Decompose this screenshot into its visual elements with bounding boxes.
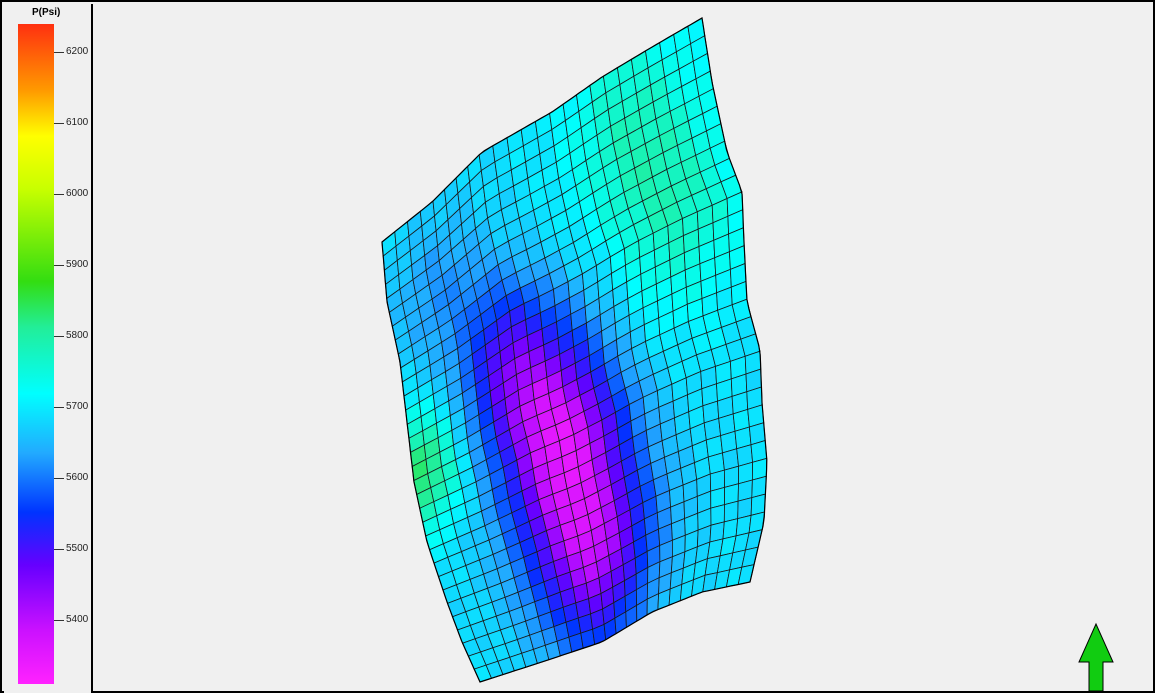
legend-tick xyxy=(54,123,64,125)
legend-title: P(Psi) xyxy=(32,7,61,18)
legend-tick xyxy=(54,549,64,551)
legend-tick-label: 5600 xyxy=(66,472,89,484)
legend-tick xyxy=(54,478,64,480)
grid-outline xyxy=(381,17,768,683)
legend-tick xyxy=(54,407,64,409)
north-arrow-shape xyxy=(1078,622,1114,691)
pressure-legend: P(Psi) 6200 6100 6000 5900 5800 5700 5600 5500 5… xyxy=(4,4,93,693)
legend-tick xyxy=(54,336,64,338)
legend-tick xyxy=(54,52,64,54)
legend-tick-label: 5900 xyxy=(66,259,89,271)
legend-tick-label: 6200 xyxy=(66,46,89,58)
legend-tick-label: 6000 xyxy=(66,188,89,200)
grid-cells xyxy=(381,17,768,683)
legend-tick-label: 6100 xyxy=(66,117,89,129)
legend-tick xyxy=(54,194,64,196)
legend-colorbar xyxy=(18,24,54,684)
legend-tick-label: 5500 xyxy=(66,543,89,555)
legend-tick-label: 5400 xyxy=(66,614,89,626)
legend-tick-label: 5700 xyxy=(66,401,89,413)
legend-tick-label: 5800 xyxy=(66,330,89,342)
legend-tick xyxy=(54,620,64,622)
legend-tick xyxy=(54,265,64,267)
